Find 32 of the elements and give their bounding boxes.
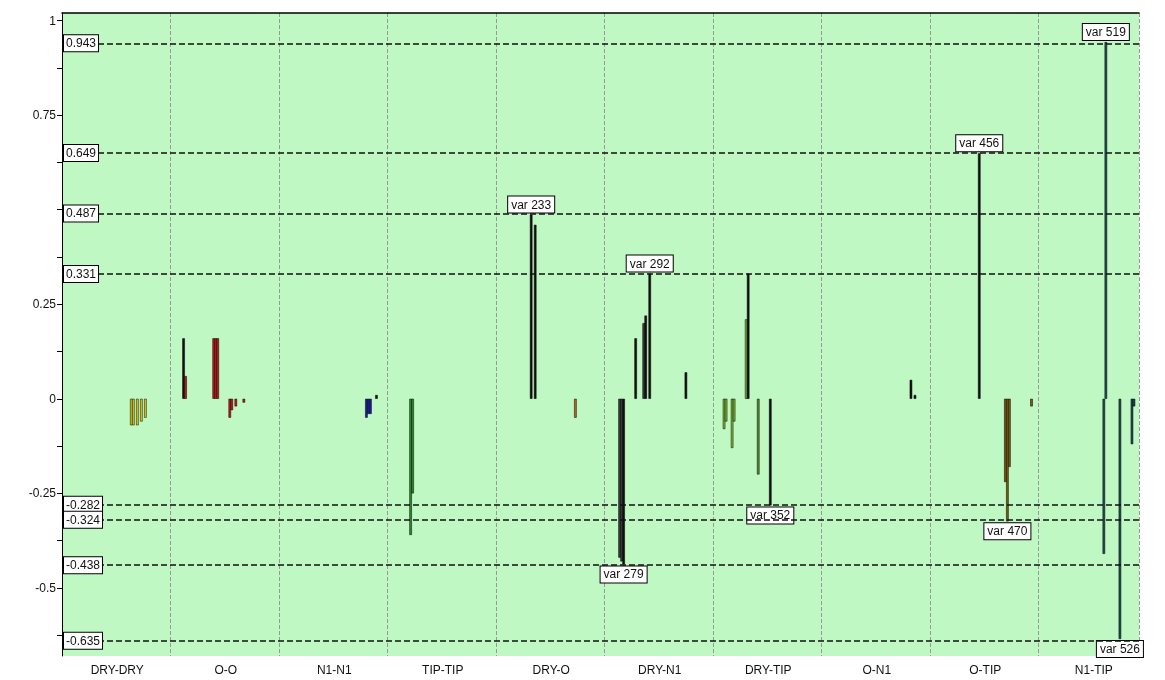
x-tick-label: DRY-O	[532, 663, 570, 677]
x-tick-label: DRY-DRY	[90, 663, 144, 677]
x-tick-label: DRY-N1	[638, 663, 682, 677]
data-label: var 352	[750, 508, 791, 523]
ref-line-label: -0.282	[66, 497, 101, 512]
x-tick-label: TIP-TIP	[422, 663, 464, 677]
x-tick-label: O-O	[214, 663, 238, 677]
x-tick-label: O-N1	[862, 663, 892, 677]
y-tick-label: -0.25	[28, 486, 57, 501]
data-label: var 292	[629, 256, 671, 271]
ref-line-label: 0.487	[66, 206, 97, 221]
ref-line-label: 0.943	[66, 36, 97, 51]
x-tick-label: N1-TIP	[1074, 663, 1113, 677]
ref-line-label: -0.635	[66, 633, 101, 648]
x-tick-label: O-TIP	[969, 663, 1002, 677]
data-label: var 519	[1085, 25, 1127, 40]
y-tick-label: -0.5	[35, 580, 57, 595]
y-tick-label: 0.75	[32, 108, 57, 123]
ref-line-label: -0.324	[66, 512, 101, 527]
data-label: var 526	[1099, 641, 1141, 656]
data-label: var 470	[987, 524, 1028, 539]
data-label: var 233	[511, 197, 552, 212]
ref-line-label: -0.438	[66, 558, 101, 573]
y-tick-label: 1	[49, 13, 57, 28]
x-tick-label: N1-N1	[316, 663, 352, 677]
ref-line-label: 0.649	[66, 145, 97, 160]
data-label: var 279	[603, 567, 644, 582]
data-label: var 456	[959, 136, 1000, 151]
y-tick-label: 0.25	[32, 297, 57, 312]
x-tick-label: DRY-TIP	[744, 663, 792, 677]
ref-line-label: 0.331	[66, 266, 97, 281]
y-tick-label: 0	[49, 391, 57, 406]
